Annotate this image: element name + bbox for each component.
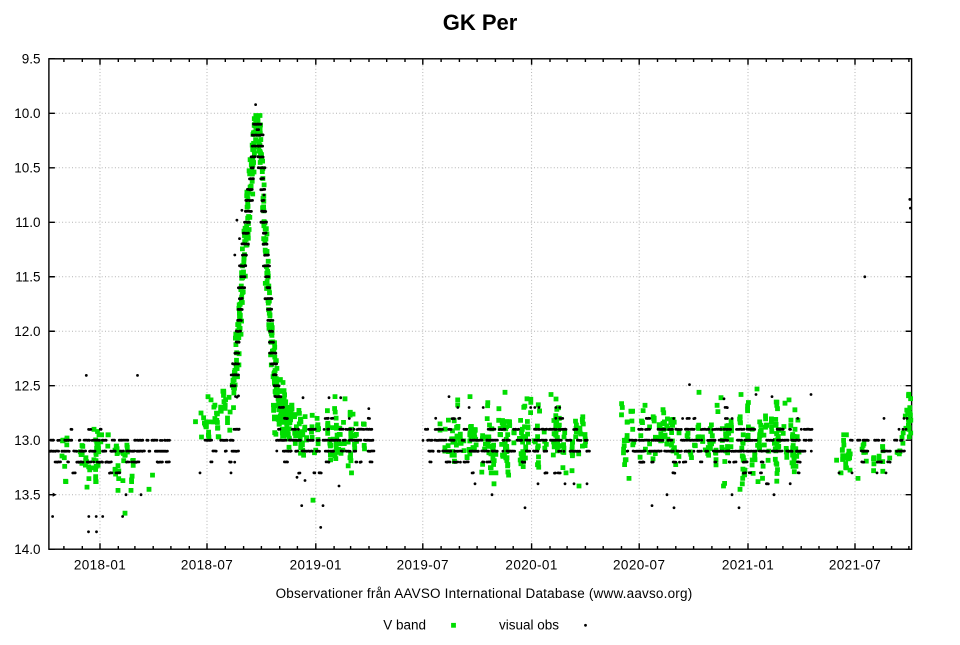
svg-text:Observationer från AAVSO Inter: Observationer från AAVSO International D… (276, 586, 693, 601)
svg-text:2018-01: 2018-01 (74, 558, 126, 573)
svg-text:2019-01: 2019-01 (290, 558, 342, 573)
svg-text:visual obs: visual obs (499, 618, 559, 633)
svg-text:11.0: 11.0 (15, 215, 40, 230)
svg-text:2021-01: 2021-01 (722, 558, 774, 573)
svg-text:12.0: 12.0 (14, 324, 40, 339)
svg-text:14.0: 14.0 (14, 542, 40, 557)
svg-text:2020-07: 2020-07 (613, 558, 665, 573)
svg-text:13.0: 13.0 (14, 433, 40, 448)
svg-text:10.5: 10.5 (14, 161, 40, 176)
svg-text:V band: V band (383, 618, 426, 633)
svg-text:11.5: 11.5 (15, 270, 40, 285)
svg-text:GK Per: GK Per (443, 10, 518, 35)
svg-text:13.5: 13.5 (14, 488, 40, 503)
svg-text:2019-07: 2019-07 (397, 558, 449, 573)
svg-text:2020-01: 2020-01 (505, 558, 557, 573)
svg-text:10.0: 10.0 (14, 106, 40, 121)
svg-text:9.5: 9.5 (22, 52, 41, 67)
svg-text:2021-07: 2021-07 (829, 558, 881, 573)
svg-text:2018-07: 2018-07 (181, 558, 233, 573)
svg-text:12.5: 12.5 (14, 379, 40, 394)
